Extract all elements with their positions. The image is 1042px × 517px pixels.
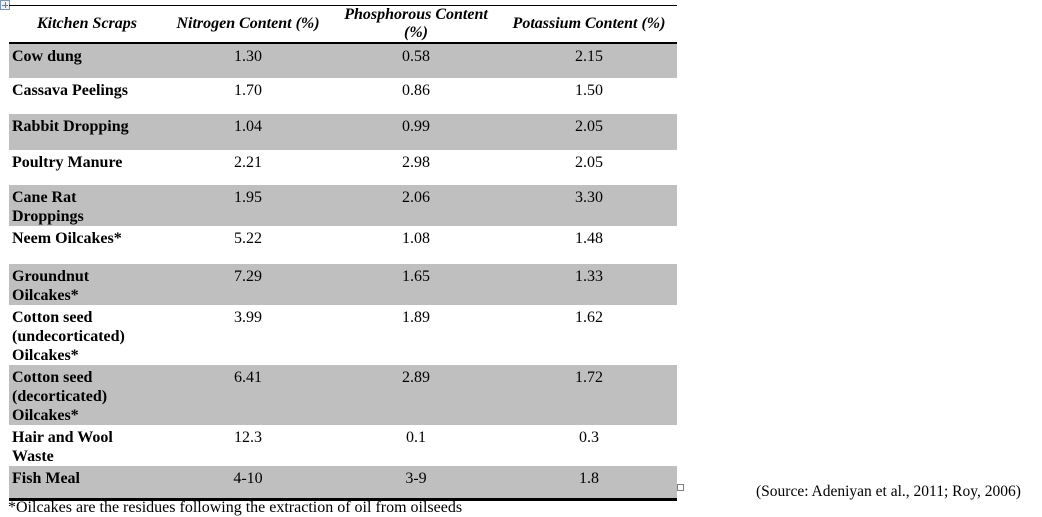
table-header-row: Kitchen Scraps Nitrogen Content (%) Phos… [9,5,677,44]
phosphorous-cell: 2.89 [402,369,430,386]
phosphorous-cell: 1.89 [402,309,430,326]
nitrogen-cell: 3.99 [234,309,262,326]
column-header-potassium: Potassium Content (%) [501,5,677,44]
nitrogen-cell: 7.29 [234,268,262,285]
potassium-cell: 2.15 [575,48,603,65]
column-header-kitchen-scraps: Kitchen Scraps [9,5,165,44]
table-resize-handle[interactable] [677,484,684,491]
potassium-cell: 1.50 [575,82,603,99]
table-row: Rabbit Dropping 1.04 0.99 2.05 [9,114,677,150]
potassium-cell: 1.8 [501,466,677,501]
scrap-name-cell: Rabbit Dropping [12,118,129,135]
oilcakes-footnote: *Oilcakes are the residues following the… [8,499,463,516]
potassium-cell: 1.33 [575,268,603,285]
scrap-name-cell: Poultry Manure [12,154,123,171]
table-row: Cow dung 1.30 0.58 2.15 [9,43,677,78]
nitrogen-cell: 1.04 [234,118,262,135]
nitrogen-cell: 1.95 [234,189,262,206]
source-citation: (Source: Adeniyan et al., 2011; Roy, 200… [756,483,1021,500]
nitrogen-cell: 1.70 [234,82,262,99]
phosphorous-cell: 3-9 [331,466,501,501]
table-row: Neem Oilcakes* 5.22 1.08 1.48 [9,226,677,264]
scrap-name-cell: Cane Rat Droppings [12,189,84,225]
potassium-cell: 1.62 [575,309,603,326]
move-cross-icon [2,5,8,6]
potassium-cell: 2.05 [575,154,603,171]
table-row: Cotton seed (undecorticated) Oilcakes* 3… [9,305,677,365]
phosphorous-cell: 0.1 [406,429,426,446]
phosphorous-cell: 2.06 [402,189,430,206]
scrap-name-cell: Groundnut Oilcakes* [12,268,90,304]
potassium-cell: 2.05 [575,118,603,135]
nitrogen-cell: 2.21 [234,154,262,171]
scrap-name-cell: Hair and Wool Waste [12,429,113,465]
phosphorous-cell: 1.65 [402,268,430,285]
nitrogen-cell: 6.41 [234,369,262,386]
potassium-cell: 0.3 [579,429,599,446]
table-row: Cassava Peelings 1.70 0.86 1.50 [9,78,677,114]
table-row: Groundnut Oilcakes* 7.29 1.65 1.33 [9,264,677,305]
table-row: Hair and Wool Waste 12.3 0.1 0.3 [9,425,677,466]
potassium-cell: 1.48 [575,230,603,247]
scrap-name-cell: Cotton seed (decorticated) Oilcakes* [12,369,108,424]
scrap-name-cell: Cow dung [12,48,82,65]
phosphorous-cell: 0.99 [402,118,430,135]
phosphorous-cell: 0.86 [402,82,430,99]
phosphorous-cell: 0.58 [402,48,430,65]
nitrogen-cell: 1.30 [234,48,262,65]
phosphorous-cell: 1.08 [402,230,430,247]
column-header-nitrogen: Nitrogen Content (%) [165,5,331,44]
table-move-handle-icon[interactable] [0,0,10,10]
table-row: Cotton seed (decorticated) Oilcakes* 6.4… [9,365,677,425]
scrap-name-cell: Cotton seed (undecorticated) Oilcakes* [12,309,125,364]
column-header-phosphorous: Phosphorous Content (%) [331,5,501,44]
phosphorous-cell: 2.98 [402,154,430,171]
nitrogen-cell: 12.3 [234,429,262,446]
potassium-cell: 1.72 [575,369,603,386]
nutrient-content-table: Kitchen Scraps Nitrogen Content (%) Phos… [9,5,677,501]
scrap-name-cell: Neem Oilcakes* [12,230,122,247]
potassium-cell: 3.30 [575,189,603,206]
table-row: Fish Meal 4-10 3-9 1.8 [9,466,677,501]
nitrogen-cell: 5.22 [234,230,262,247]
scrap-name-cell: Cassava Peelings [12,82,128,99]
table-row: Cane Rat Droppings 1.95 2.06 3.30 [9,185,677,226]
nitrogen-cell: 4-10 [165,466,331,501]
table-row: Poultry Manure 2.21 2.98 2.05 [9,150,677,185]
scrap-name-cell: Fish Meal [9,466,165,501]
